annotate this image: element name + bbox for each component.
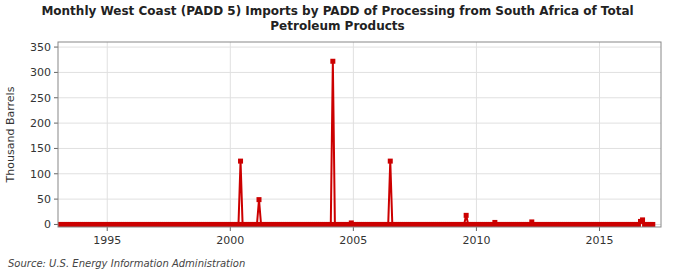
tick-label: 150 [30, 142, 51, 155]
tick-label: 350 [30, 41, 51, 54]
grid [58, 42, 661, 227]
tick [54, 97, 58, 98]
grid-line [58, 97, 661, 98]
tick-label: 0 [44, 218, 51, 231]
tick [599, 227, 600, 231]
tick [54, 173, 58, 174]
tick-label: 200 [30, 117, 51, 130]
grid-line [599, 42, 600, 227]
plot-frame [58, 42, 661, 227]
grid-line [353, 42, 354, 227]
tick [54, 123, 58, 124]
tick [353, 227, 354, 231]
tick [54, 148, 58, 149]
tick-label: 2015 [585, 234, 613, 247]
grid-line [476, 42, 477, 227]
tick [476, 227, 477, 231]
tick [54, 47, 58, 48]
chart: 0 50 100 150 200 250 300 350 1995 2000 2005 2010 201… [0, 0, 675, 275]
tick-label: 1995 [93, 234, 121, 247]
tick-label: 2000 [216, 234, 244, 247]
grid-line [58, 148, 661, 149]
point [464, 213, 469, 218]
tick [107, 227, 108, 231]
title: Monthly West Coast (PADD 5) Imports by P… [41, 4, 633, 33]
point [640, 217, 645, 222]
series [58, 59, 655, 227]
grid-line [107, 42, 108, 227]
axes: 0 50 100 150 200 250 300 350 1995 2000 2005 2010 201… [30, 41, 613, 247]
tick-label: 250 [30, 92, 51, 105]
grid-line [58, 72, 661, 73]
tick [54, 72, 58, 73]
plot-area [58, 42, 661, 227]
grid-line [58, 173, 661, 174]
point [388, 159, 393, 164]
tick-label: 2005 [339, 234, 367, 247]
grid-line [58, 47, 661, 48]
grid-line [58, 123, 661, 124]
axis-label: Thousand Barrels [4, 86, 17, 183]
line [58, 61, 653, 224]
point [257, 197, 262, 202]
grid-line [58, 199, 661, 200]
point [238, 159, 243, 164]
tick-label: 300 [30, 66, 51, 79]
tick [230, 227, 231, 231]
tick-label: 50 [37, 193, 51, 206]
tick [54, 199, 58, 200]
tick-label: 100 [30, 168, 51, 181]
grid-line [230, 42, 231, 227]
point [650, 222, 655, 227]
annotation: Source: U.S. Energy Information Administ… [8, 258, 245, 269]
tick [54, 224, 58, 225]
point [330, 59, 335, 64]
tick-label: 2010 [462, 234, 490, 247]
